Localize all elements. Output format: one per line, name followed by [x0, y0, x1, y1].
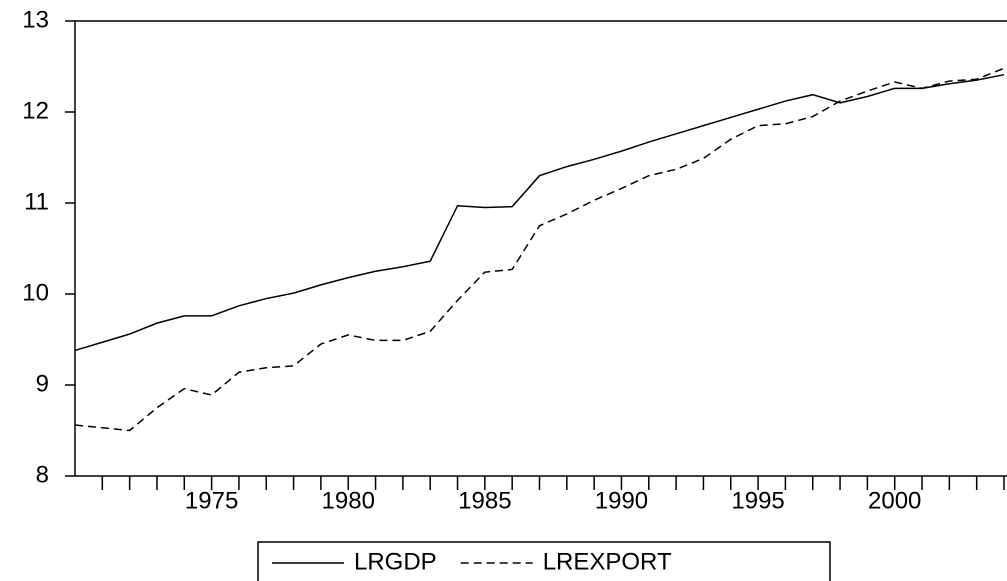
legend: LRGDP LREXPORT [257, 541, 831, 581]
x-tick-label: 1985 [458, 487, 511, 514]
y-tick-label: 11 [24, 188, 49, 215]
plot-frame [74, 20, 1007, 477]
y-tick-label: 8 [36, 461, 49, 488]
x-tick-label: 1995 [731, 487, 784, 514]
legend-box [257, 541, 831, 581]
y-tick-label: 12 [22, 97, 49, 124]
y-tick-label: 9 [36, 370, 49, 397]
series-line [74, 67, 1005, 432]
y-tick-label: 13 [22, 6, 49, 33]
legend-label: LRGDP [354, 548, 437, 575]
x-tick-label: 1975 [185, 487, 238, 514]
series-line [74, 73, 1005, 352]
y-tick-label: 10 [22, 279, 49, 306]
x-tick-label: 1980 [322, 487, 375, 514]
legend-label: LREXPORT [543, 548, 672, 575]
x-tick-label: 1990 [595, 487, 648, 514]
x-tick-label: 2000 [868, 487, 921, 514]
